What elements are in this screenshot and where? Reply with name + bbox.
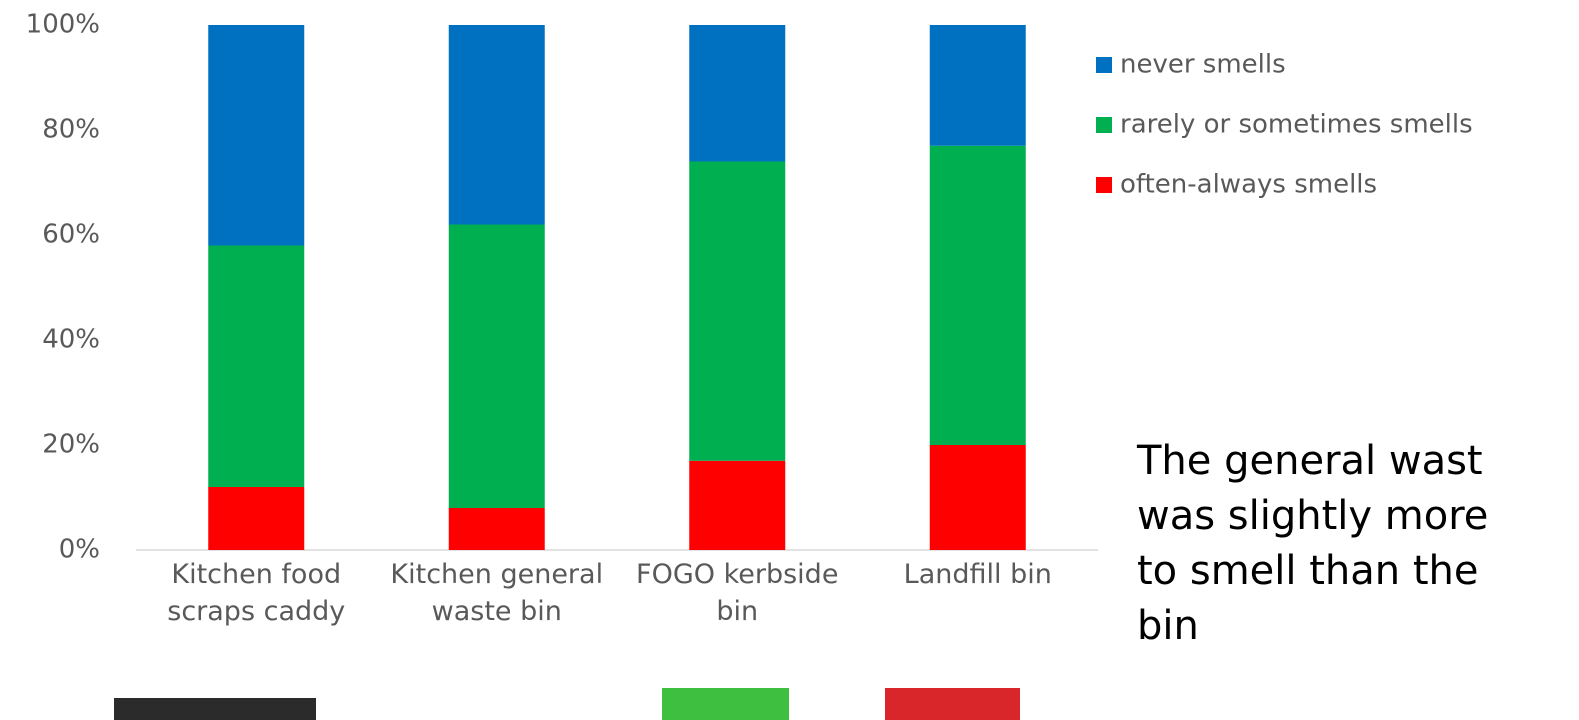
side-text: to smell than the bbox=[1137, 548, 1479, 594]
side-text: was slightly more bbox=[1137, 493, 1489, 539]
photo-fogo-bin bbox=[662, 688, 789, 720]
bar-segment bbox=[208, 487, 305, 550]
legend-swatch bbox=[1096, 117, 1112, 133]
x-tick-label: Kitchen general waste bin bbox=[390, 559, 604, 627]
bar-segment bbox=[448, 508, 545, 550]
x-tick-label: Landfill bin bbox=[903, 559, 1052, 590]
legend-swatch bbox=[1096, 177, 1112, 193]
bar-segment bbox=[929, 145, 1026, 445]
side-text: The general wast bbox=[1137, 438, 1483, 484]
x-tick-label: Kitchen food scraps caddy bbox=[167, 559, 346, 627]
photo-landfill-bin bbox=[885, 688, 1020, 720]
y-tick-label: 60% bbox=[42, 220, 100, 250]
legend-label: rarely or sometimes smells bbox=[1120, 110, 1473, 140]
y-tick-label: 0% bbox=[59, 535, 100, 565]
y-tick-label: 80% bbox=[42, 115, 100, 145]
bar-segment bbox=[689, 460, 786, 550]
legend-label: never smells bbox=[1120, 50, 1286, 80]
bar-segment bbox=[448, 224, 545, 508]
y-tick-label: 20% bbox=[42, 430, 100, 460]
bar-segment bbox=[208, 245, 305, 487]
bar-segment bbox=[689, 161, 786, 461]
bar-segment bbox=[448, 25, 545, 225]
bar-segment bbox=[208, 25, 305, 246]
y-tick-label: 40% bbox=[42, 325, 100, 355]
photo-caddy bbox=[114, 698, 316, 720]
bar-segment bbox=[929, 25, 1026, 146]
legend-label: often-always smells bbox=[1120, 170, 1377, 200]
bar-segment bbox=[689, 25, 786, 162]
y-tick-label: 100% bbox=[26, 10, 100, 40]
x-tick-label: FOGO kerbside bin bbox=[636, 559, 839, 627]
bar-segment bbox=[929, 445, 1026, 550]
side-text: bin bbox=[1137, 603, 1199, 649]
legend-swatch bbox=[1096, 57, 1112, 73]
